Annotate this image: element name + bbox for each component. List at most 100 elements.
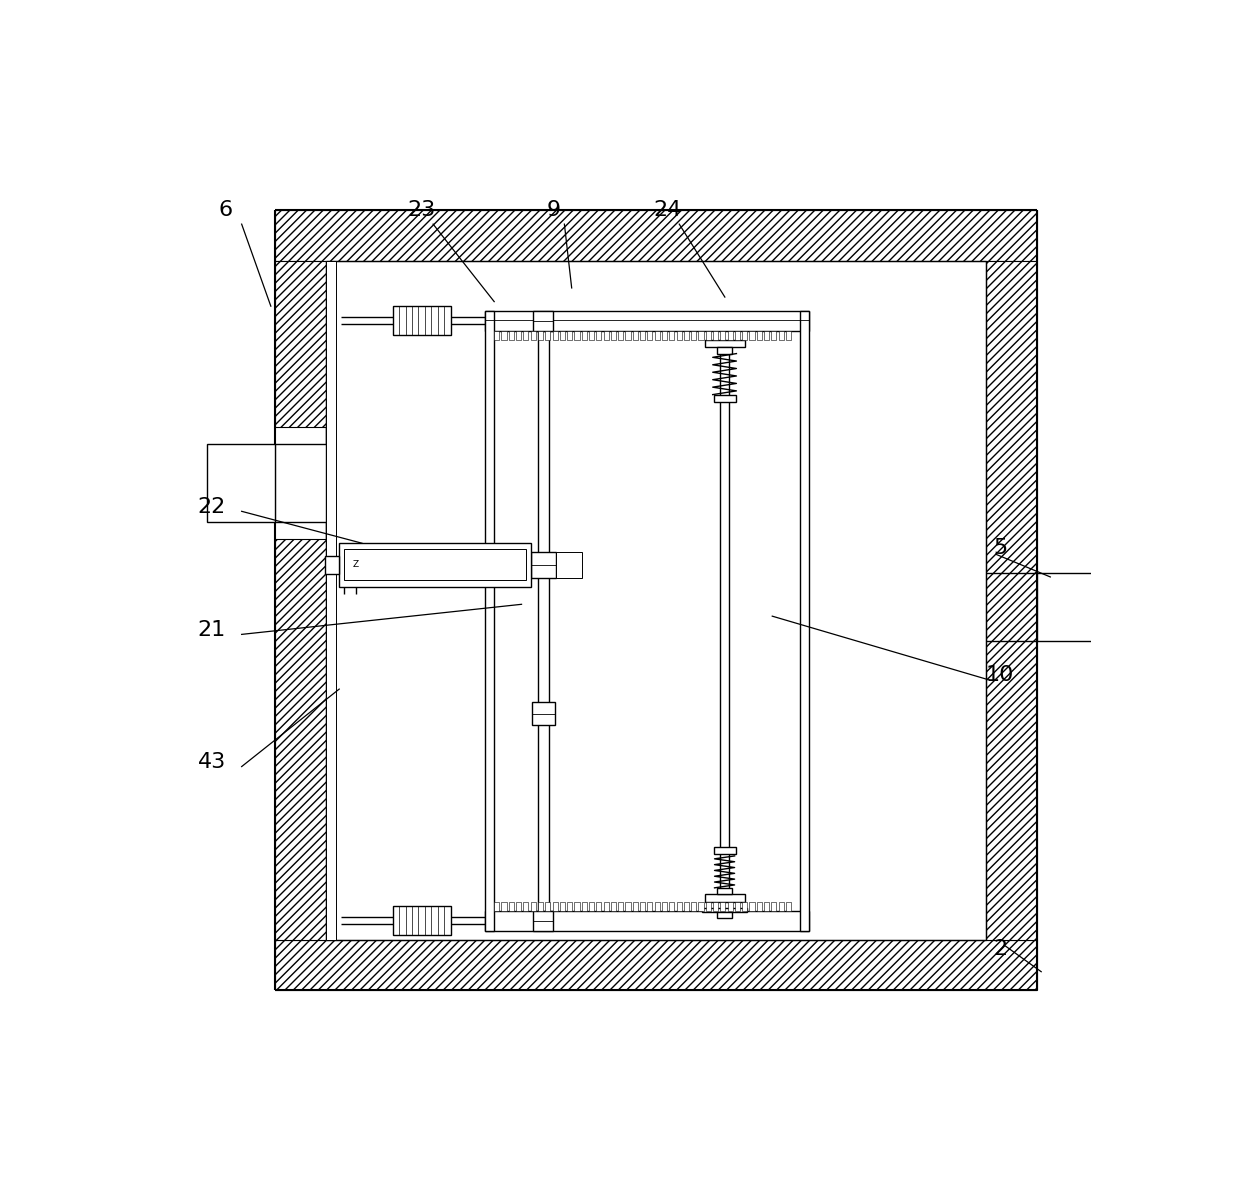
Bar	[625, 901, 631, 910]
Bar	[728, 901, 733, 910]
Bar	[207, 444, 275, 522]
Bar	[604, 901, 609, 910]
Bar	[728, 330, 733, 340]
Bar	[640, 330, 645, 340]
Bar	[717, 913, 732, 918]
Text: 24: 24	[653, 200, 682, 220]
Bar	[275, 539, 326, 940]
Bar	[677, 330, 682, 340]
Bar	[596, 901, 601, 910]
Bar	[683, 330, 689, 340]
Bar	[662, 330, 667, 340]
Bar	[677, 901, 682, 910]
Bar	[508, 901, 513, 910]
Bar	[702, 908, 748, 913]
Bar	[532, 702, 554, 725]
Bar	[691, 901, 696, 910]
Text: 9: 9	[547, 200, 560, 220]
Bar	[485, 310, 495, 931]
Bar	[743, 330, 748, 340]
Bar	[559, 901, 565, 910]
Bar	[704, 894, 745, 901]
Bar	[764, 330, 769, 340]
Bar	[559, 330, 565, 340]
Bar	[786, 901, 791, 910]
Bar	[717, 347, 732, 354]
Text: 43: 43	[197, 752, 226, 772]
Bar	[516, 330, 521, 340]
Bar	[756, 330, 761, 340]
Bar	[325, 555, 340, 574]
Bar	[743, 901, 748, 910]
Bar	[531, 552, 556, 578]
Bar	[713, 330, 718, 340]
Bar	[670, 901, 675, 910]
Bar	[531, 330, 536, 340]
Bar	[538, 901, 543, 910]
Bar	[662, 901, 667, 910]
Bar	[714, 394, 735, 401]
Bar	[632, 901, 637, 910]
Bar	[523, 330, 528, 340]
Bar	[533, 310, 553, 330]
Bar	[749, 901, 755, 910]
Bar	[533, 910, 553, 931]
Bar	[393, 307, 451, 335]
Bar	[764, 901, 769, 910]
Bar	[604, 330, 609, 340]
Bar	[611, 330, 616, 340]
Bar	[720, 901, 725, 910]
Text: 21: 21	[197, 620, 226, 639]
Bar	[683, 901, 689, 910]
Text: 2: 2	[993, 939, 1007, 959]
Bar	[546, 901, 551, 910]
Text: 6: 6	[218, 200, 232, 220]
Bar	[611, 901, 616, 910]
Bar	[647, 330, 652, 340]
Bar	[713, 901, 718, 910]
Bar	[619, 330, 624, 340]
Bar	[735, 330, 740, 340]
Bar	[706, 330, 711, 340]
Bar	[706, 901, 711, 910]
Bar	[523, 901, 528, 910]
Bar	[698, 330, 703, 340]
Bar	[756, 901, 761, 910]
Text: Z: Z	[352, 560, 358, 570]
Bar	[800, 310, 808, 931]
Bar	[720, 330, 725, 340]
Text: 5: 5	[993, 538, 1007, 558]
Text: 10: 10	[986, 665, 1014, 686]
Bar	[749, 330, 755, 340]
Bar	[655, 901, 660, 910]
Bar	[567, 901, 572, 910]
Bar	[582, 330, 587, 340]
Bar	[589, 901, 594, 910]
Bar	[771, 901, 776, 910]
Bar	[640, 901, 645, 910]
Bar	[275, 260, 326, 427]
Bar	[553, 901, 558, 910]
Text: 23: 23	[407, 200, 435, 220]
Bar	[546, 330, 551, 340]
Bar	[485, 910, 808, 931]
Bar	[501, 330, 507, 340]
Bar	[531, 901, 536, 910]
Bar	[670, 330, 675, 340]
Bar	[516, 901, 521, 910]
Bar	[495, 330, 500, 340]
Bar	[556, 552, 582, 578]
Bar	[698, 901, 703, 910]
Bar	[596, 330, 601, 340]
Bar	[655, 330, 660, 340]
Bar	[625, 330, 631, 340]
Bar	[538, 330, 543, 340]
Bar	[485, 310, 808, 330]
Bar	[779, 901, 784, 910]
Bar	[735, 901, 740, 910]
Bar	[786, 330, 791, 340]
Bar	[582, 901, 587, 910]
Bar	[393, 906, 451, 935]
Text: 22: 22	[197, 497, 226, 516]
Bar	[275, 940, 1037, 990]
